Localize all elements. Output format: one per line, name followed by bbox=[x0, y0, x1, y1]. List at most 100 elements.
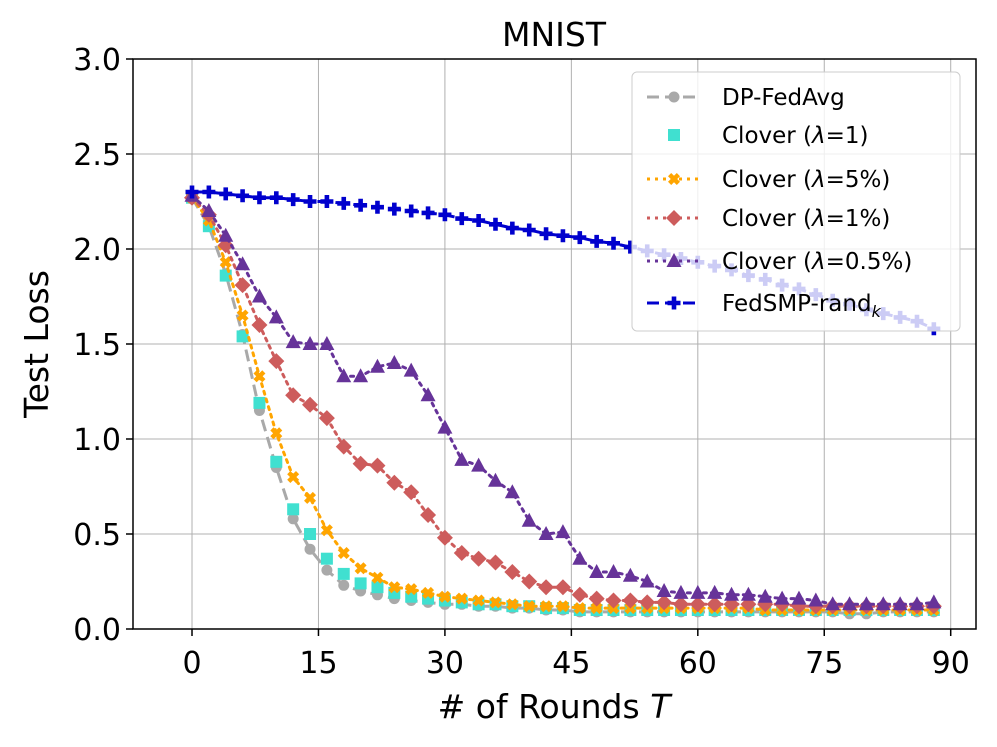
data-point-fedsmp-randk bbox=[185, 185, 199, 199]
legend-marker-fedsmp-randk bbox=[667, 296, 681, 310]
data-point-clover-lambda-05pct bbox=[201, 203, 217, 217]
legend-label-dp-fedavg: DP-FedAvg bbox=[722, 85, 845, 111]
data-point-clover-lambda-5pct bbox=[371, 571, 384, 584]
series-layer bbox=[184, 185, 942, 620]
y-tick-label: 2.0 bbox=[73, 233, 121, 268]
data-point-clover-lambda-1 bbox=[354, 577, 367, 590]
x-tick-label: 30 bbox=[426, 646, 464, 681]
data-point-fedsmp-randk bbox=[337, 196, 351, 210]
data-point-clover-lambda-05pct bbox=[504, 484, 520, 499]
data-point-clover-lambda-05pct bbox=[639, 573, 655, 588]
legend-label-clover-1: Clover (λ=1) bbox=[722, 123, 869, 149]
data-point-clover-lambda-5pct bbox=[489, 596, 502, 609]
series-clover-lambda-05pct bbox=[184, 187, 942, 611]
data-point-clover-lambda-05pct bbox=[251, 288, 267, 303]
data-point-fedsmp-randk bbox=[202, 185, 216, 199]
x-axis-label-text: # of Rounds bbox=[438, 687, 640, 726]
data-point-clover-lambda-5pct bbox=[253, 370, 266, 383]
legend-clover-05-lambda: λ bbox=[810, 249, 826, 275]
legend-label-clover-05: Clover (λ=0.5%) bbox=[722, 249, 912, 275]
y-tick-label: 2.5 bbox=[73, 138, 121, 173]
legend-label-clover-1pct: Clover (λ=1%) bbox=[722, 206, 890, 232]
legend-fedsmp-sub: k bbox=[872, 302, 882, 321]
data-point-clover-lambda-05pct bbox=[589, 564, 605, 578]
data-point-clover-lambda-1 bbox=[253, 396, 266, 409]
data-point-fedsmp-randk bbox=[623, 240, 637, 254]
data-point-clover-lambda-1pct bbox=[453, 545, 470, 561]
data-point-clover-lambda-1pct bbox=[487, 554, 504, 571]
data-point-fedsmp-randk bbox=[573, 231, 587, 245]
legend-clover-1-lambda: λ bbox=[810, 123, 826, 149]
data-point-clover-lambda-1pct bbox=[318, 410, 335, 427]
data-point-fedsmp-randk bbox=[590, 234, 604, 248]
data-point-clover-lambda-1pct bbox=[234, 277, 251, 294]
data-point-clover-lambda-05pct bbox=[622, 567, 638, 582]
legend-clover-1-prefix: Clover ( bbox=[722, 123, 812, 149]
data-point-clover-lambda-05pct bbox=[842, 596, 858, 611]
data-point-clover-lambda-5pct bbox=[337, 547, 350, 559]
legend-clover-1pct-prefix: Clover ( bbox=[722, 206, 812, 232]
data-point-clover-lambda-05pct bbox=[808, 592, 824, 607]
data-point-clover-lambda-1 bbox=[287, 503, 300, 516]
y-axis-label: Test Loss bbox=[17, 270, 56, 419]
data-point-clover-lambda-05pct bbox=[218, 227, 234, 242]
data-point-clover-lambda-05pct bbox=[268, 309, 284, 324]
data-point-clover-lambda-05pct bbox=[555, 524, 571, 539]
data-point-clover-lambda-5pct bbox=[590, 602, 603, 615]
data-point-clover-lambda-1pct bbox=[504, 564, 521, 580]
data-point-fedsmp-randk bbox=[438, 208, 452, 222]
x-tick-label: 60 bbox=[679, 646, 717, 681]
data-point-clover-lambda-05pct bbox=[926, 594, 942, 609]
x-axis-label-variable: T bbox=[650, 687, 673, 726]
data-point-clover-lambda-1pct bbox=[521, 573, 538, 590]
x-tick-label: 90 bbox=[932, 646, 970, 681]
data-point-fedsmp-randk bbox=[522, 223, 536, 237]
data-point-fedsmp-randk bbox=[455, 212, 469, 226]
data-point-clover-lambda-5pct bbox=[523, 600, 536, 613]
data-point-fedsmp-randk bbox=[320, 195, 334, 208]
data-point-clover-lambda-1pct bbox=[352, 455, 369, 472]
data-point-clover-lambda-5pct bbox=[270, 427, 283, 440]
data-point-dp-fedavg bbox=[304, 543, 316, 555]
data-point-clover-lambda-5pct bbox=[438, 590, 451, 603]
data-point-fedsmp-randk bbox=[303, 195, 317, 208]
data-point-fedsmp-randk bbox=[354, 198, 368, 212]
legend-marker-clover-lambda-5pct bbox=[668, 173, 680, 185]
data-point-clover-lambda-05pct bbox=[875, 596, 891, 611]
legend-clover-05-prefix: Clover ( bbox=[722, 249, 812, 275]
data-point-clover-lambda-5pct bbox=[304, 491, 317, 504]
legend: DP-FedAvg Clover (λ=1) Clover (λ=5%) Clo… bbox=[631, 71, 961, 332]
legend-marker-clover-lambda-1 bbox=[668, 129, 680, 141]
data-point-clover-lambda-05pct bbox=[892, 596, 908, 611]
data-point-clover-lambda-05pct bbox=[319, 336, 335, 350]
data-point-clover-lambda-1pct bbox=[369, 457, 386, 474]
data-point-clover-lambda-1pct bbox=[588, 590, 605, 607]
data-point-clover-lambda-1pct bbox=[268, 353, 285, 370]
data-point-fedsmp-randk bbox=[370, 200, 384, 214]
legend-fedsmp-prefix: FedSMP-rand bbox=[722, 291, 872, 317]
legend-clover-1pct-suffix: =1%) bbox=[826, 206, 891, 232]
data-point-clover-lambda-5pct bbox=[472, 594, 485, 607]
data-point-clover-lambda-05pct bbox=[471, 457, 487, 472]
ticks: 0 15 30 45 60 75 90 0.0 0.5 1.0 1.5 2.0 2.5 3.0 bbox=[73, 43, 970, 681]
series-line-clover-lambda-5pct bbox=[190, 196, 936, 612]
data-point-clover-lambda-05pct bbox=[302, 336, 318, 350]
data-point-clover-lambda-05pct bbox=[673, 584, 689, 599]
data-point-clover-lambda-1pct bbox=[554, 579, 571, 596]
data-point-clover-lambda-1pct bbox=[622, 592, 639, 609]
data-point-clover-lambda-1 bbox=[304, 528, 317, 540]
data-point-clover-lambda-5pct bbox=[287, 471, 300, 483]
legend-clover-05-suffix: =0.5%) bbox=[826, 249, 913, 275]
data-point-clover-lambda-1 bbox=[371, 581, 384, 594]
data-point-fedsmp-randk bbox=[236, 189, 250, 203]
data-point-clover-lambda-5pct bbox=[388, 581, 401, 594]
data-point-clover-lambda-1 bbox=[236, 330, 249, 343]
data-point-clover-lambda-05pct bbox=[690, 584, 706, 599]
data-point-fedsmp-randk bbox=[488, 217, 502, 231]
data-point-clover-lambda-1pct bbox=[672, 596, 689, 613]
x-tick-label: 15 bbox=[299, 646, 337, 681]
y-tick-label: 3.0 bbox=[73, 43, 121, 78]
x-tick-label: 75 bbox=[805, 646, 843, 681]
data-point-clover-lambda-1pct bbox=[251, 317, 268, 333]
